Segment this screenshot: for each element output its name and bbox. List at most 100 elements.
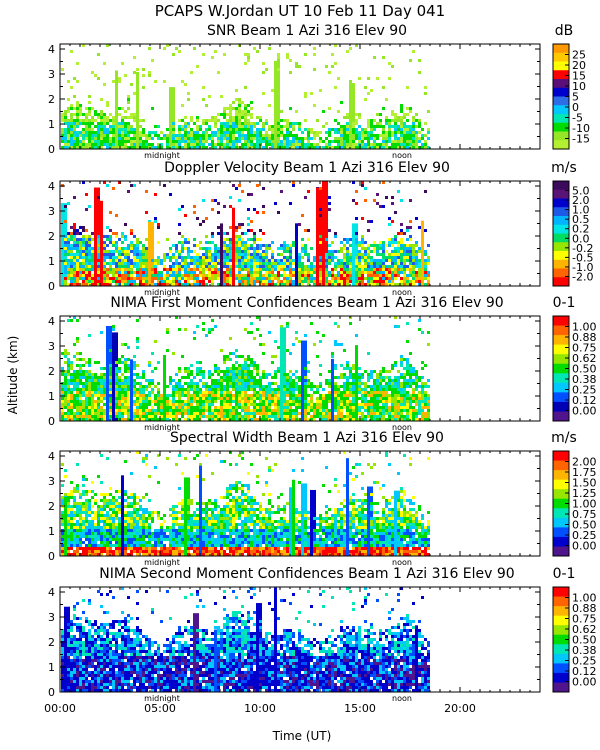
heatmap-cell <box>328 271 331 274</box>
heatmap-cell <box>412 119 415 122</box>
heatmap-cell <box>145 259 148 262</box>
heatmap-cell <box>214 385 217 388</box>
heatmap-cell <box>427 274 430 277</box>
heatmap-cell <box>247 193 250 196</box>
heatmap-cell <box>220 128 223 131</box>
colorbar-label: 10 <box>572 80 586 93</box>
heatmap-cell <box>253 391 256 394</box>
heatmap-cell <box>217 397 220 400</box>
heatmap-cell <box>184 271 187 274</box>
heatmap-cell <box>250 271 253 274</box>
heatmap-cell <box>397 247 400 250</box>
heatmap-cell <box>91 265 94 268</box>
heatmap-cell <box>286 283 289 286</box>
heatmap-cell <box>166 268 169 271</box>
heatmap-cell <box>388 238 391 241</box>
heatmap-cell <box>85 119 88 122</box>
heatmap-cell <box>346 361 349 364</box>
heatmap-cell <box>271 259 274 262</box>
heatmap-cell <box>232 125 235 128</box>
heatmap-cell <box>124 268 127 271</box>
heatmap-cell <box>121 140 124 143</box>
heatmap-cell <box>319 394 322 397</box>
heatmap-cell <box>196 280 199 283</box>
heatmap-cell <box>328 143 331 146</box>
heatmap-cell <box>313 418 316 421</box>
heatmap-cell <box>190 262 193 265</box>
heatmap-cell <box>127 247 130 250</box>
heatmap-cell <box>100 122 103 125</box>
heatmap-cell <box>250 146 253 149</box>
heatmap-cell <box>343 418 346 421</box>
heatmap-cell <box>112 250 115 253</box>
heatmap-cell <box>118 238 121 241</box>
heatmap-cell <box>124 283 127 286</box>
heatmap-cell <box>166 128 169 131</box>
colorbar-label: 0.2 <box>572 223 590 236</box>
heatmap-cell <box>229 143 232 146</box>
heatmap-cell <box>376 202 379 205</box>
heatmap-cell <box>184 280 187 283</box>
heatmap-cell <box>229 352 232 355</box>
colorbar-label: 20 <box>572 59 586 72</box>
heatmap-cell <box>235 361 238 364</box>
heatmap-cell <box>112 119 115 122</box>
heatmap-cell <box>367 394 370 397</box>
heatmap-cell <box>247 122 250 125</box>
heatmap-cell <box>214 277 217 280</box>
heatmap-cell <box>229 373 232 376</box>
heatmap-cell <box>187 140 190 143</box>
heatmap-cell <box>100 412 103 415</box>
heatmap-cell <box>133 184 136 187</box>
heatmap-cell <box>223 397 226 400</box>
heatmap-cell <box>211 232 214 235</box>
heatmap-cell <box>127 391 130 394</box>
heatmap-cell <box>424 259 427 262</box>
heatmap-cell <box>286 382 289 385</box>
heatmap-cell <box>127 244 130 247</box>
heatmap-cell <box>241 122 244 125</box>
heatmap-cell <box>373 244 376 247</box>
heatmap-cell <box>283 140 286 143</box>
heatmap-cell <box>331 253 334 256</box>
heatmap-cell <box>181 125 184 128</box>
heatmap-cell <box>349 403 352 406</box>
heatmap-cell <box>205 241 208 244</box>
heatmap-stripe <box>169 87 175 149</box>
heatmap-cell <box>64 361 67 364</box>
heatmap-cell <box>130 128 133 131</box>
heatmap-cell <box>262 187 265 190</box>
heatmap-cell <box>235 113 238 116</box>
heatmap-cell <box>214 397 217 400</box>
heatmap-cell <box>100 98 103 101</box>
heatmap-cell <box>247 364 250 367</box>
heatmap-cell <box>85 391 88 394</box>
heatmap-cell <box>337 412 340 415</box>
heatmap-cell <box>157 403 160 406</box>
heatmap-cell <box>214 325 217 328</box>
heatmap-cell <box>331 250 334 253</box>
heatmap-cell <box>355 146 358 149</box>
panel-3: NIMA First Moment Confidences Beam 1 Azi… <box>48 295 597 432</box>
heatmap-cell <box>82 143 85 146</box>
heatmap-cell <box>91 382 94 385</box>
heatmap-cell <box>346 409 349 412</box>
heatmap-cell <box>85 128 88 131</box>
heatmap-cell <box>79 122 82 125</box>
heatmap-cell <box>61 134 64 137</box>
heatmap-cell <box>364 388 367 391</box>
heatmap-cell <box>247 355 250 358</box>
heatmap-cell <box>262 128 265 131</box>
heatmap-cell <box>241 394 244 397</box>
heatmap-cell <box>361 394 364 397</box>
heatmap-cell <box>142 262 145 265</box>
heatmap-cell <box>268 143 271 146</box>
heatmap-cell <box>190 394 193 397</box>
heatmap-cell <box>280 325 283 328</box>
heatmap-cell <box>115 391 118 394</box>
heatmap-cell <box>259 253 262 256</box>
heatmap-cell <box>115 376 118 379</box>
heatmap-cell <box>226 358 229 361</box>
heatmap-cell <box>337 140 340 143</box>
heatmap-cell <box>160 131 163 134</box>
